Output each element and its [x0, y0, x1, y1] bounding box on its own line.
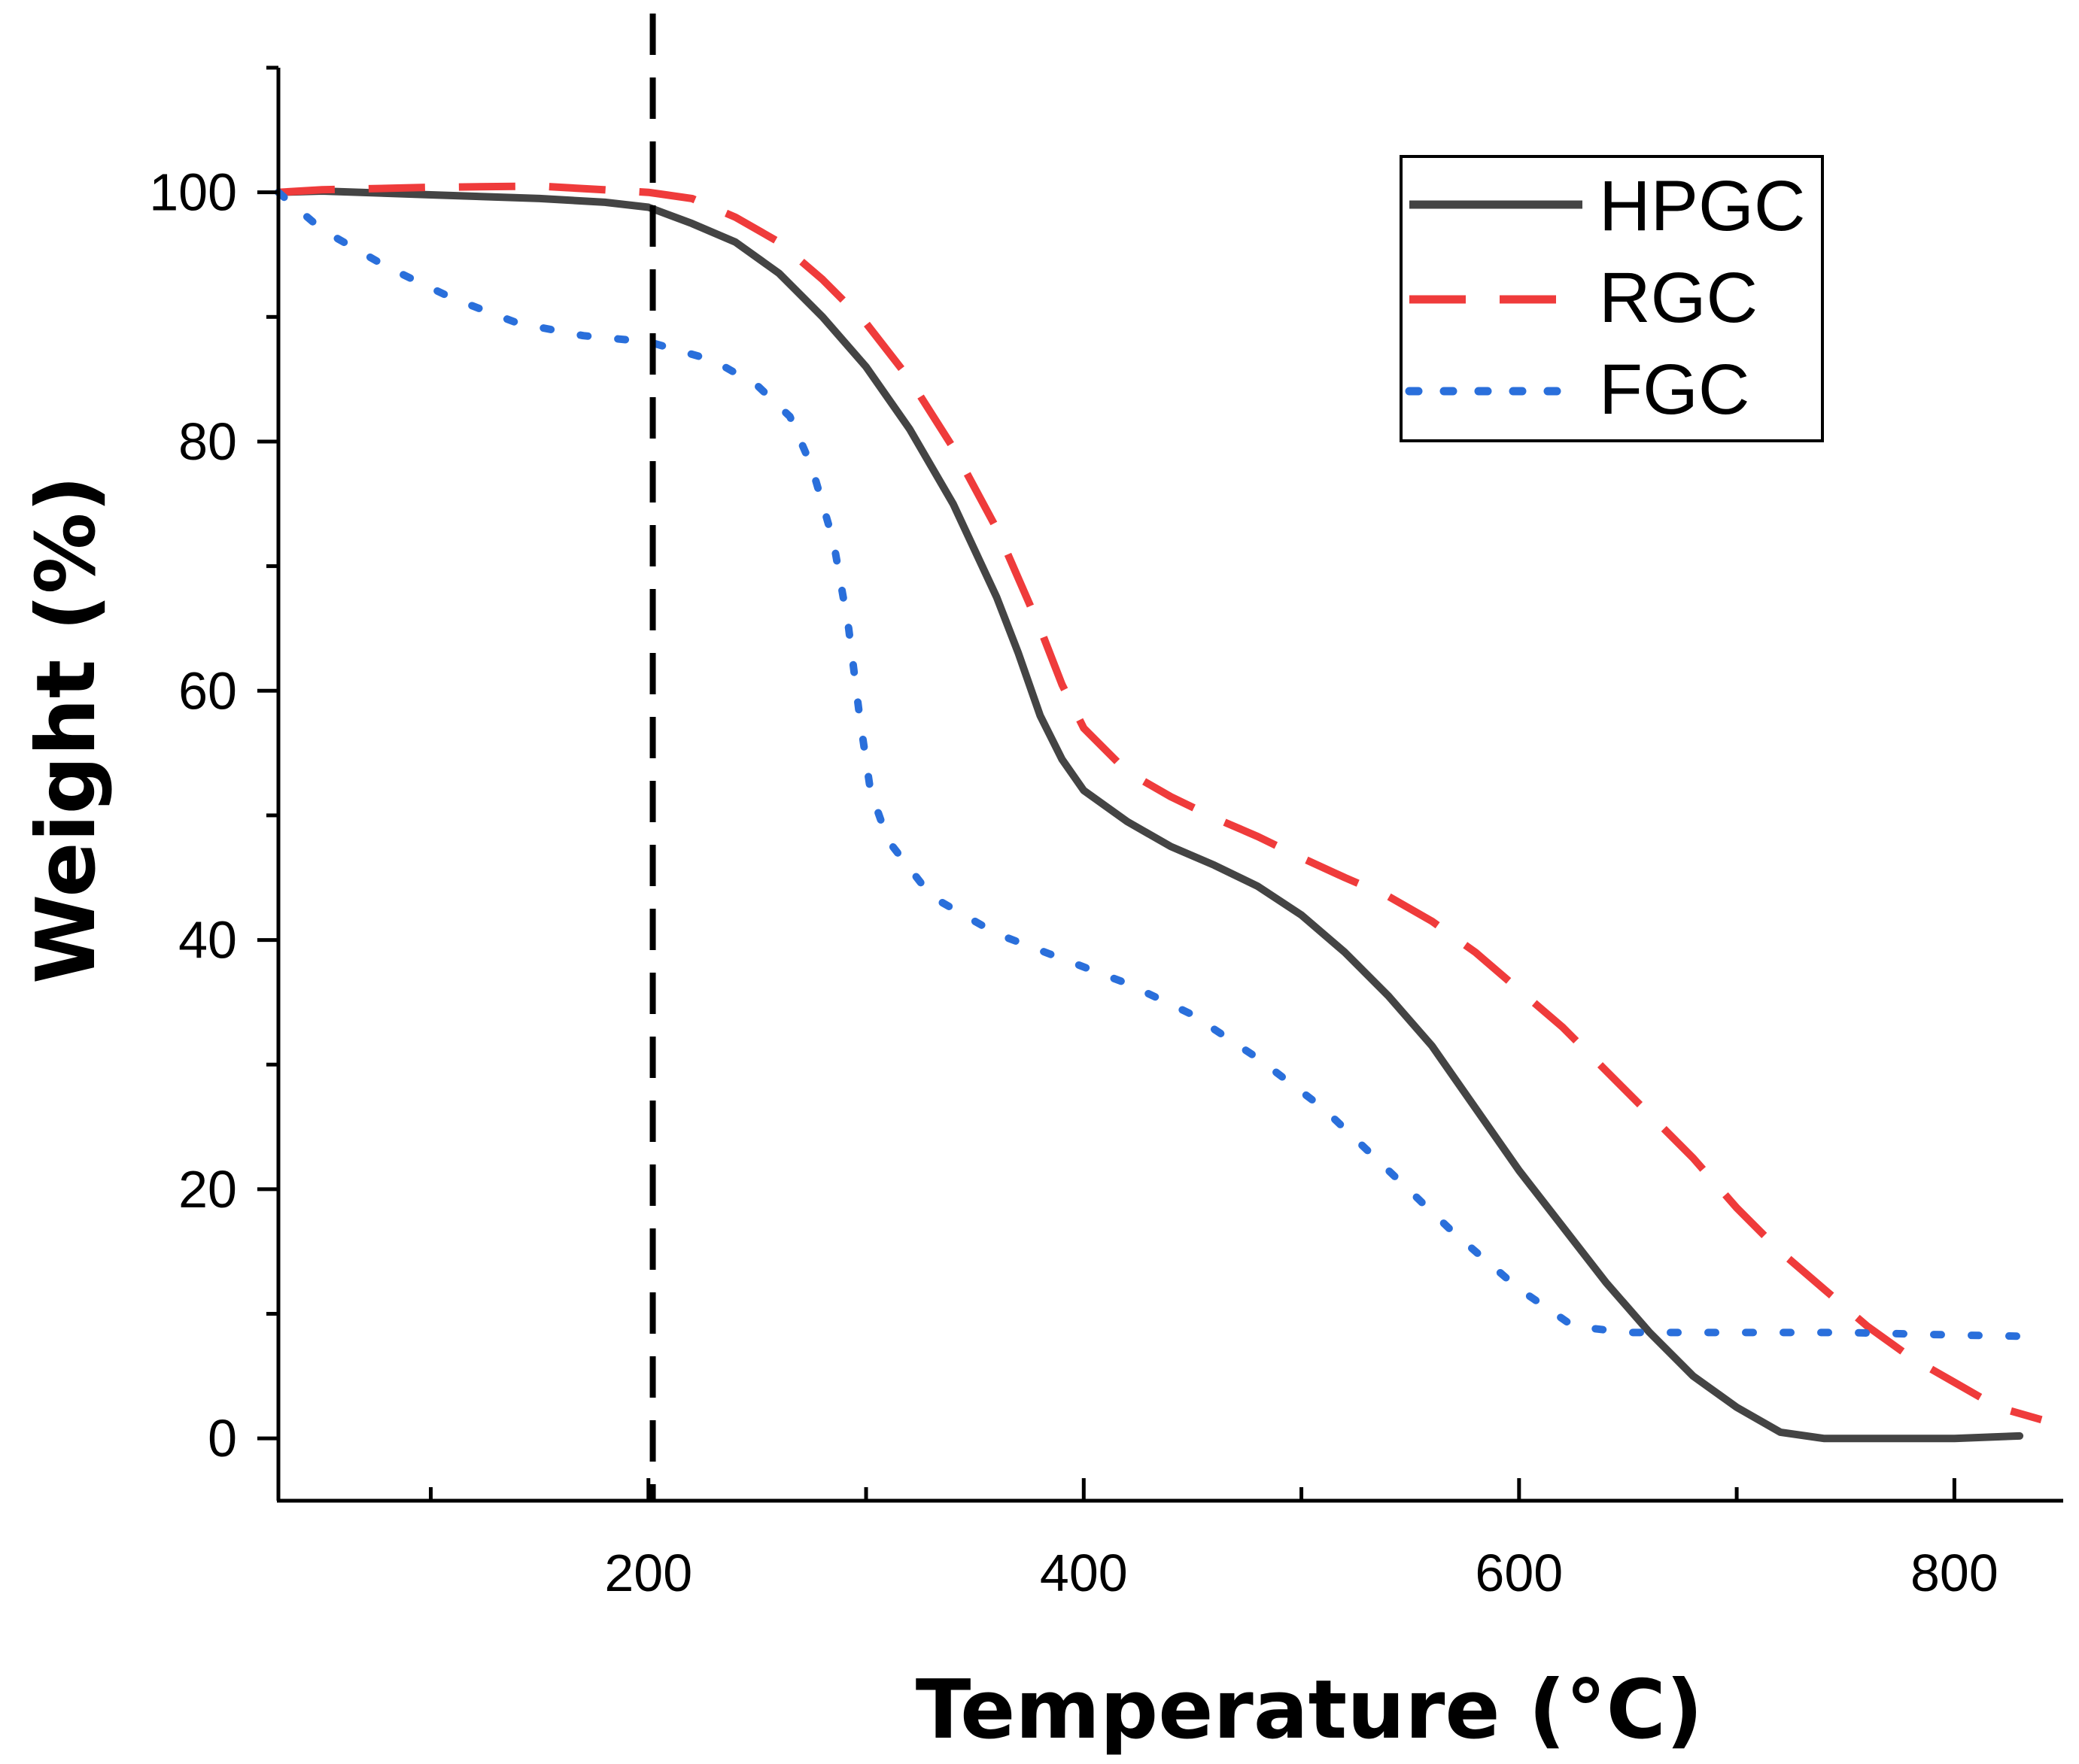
- y-tick-label: 80: [178, 412, 237, 471]
- legend-label-hpgc: HPGC: [1599, 166, 1805, 246]
- axes-layer: [276, 68, 2063, 1503]
- x-axis-title: Temperature (°C): [916, 1663, 1703, 1757]
- y-tick-label: 20: [178, 1160, 237, 1219]
- legend-label-rgc: RGC: [1599, 258, 1758, 338]
- x-tick-label: 400: [1040, 1544, 1128, 1602]
- ticks-layer: 200 400 600 800 0 20 40 60 80 100: [149, 65, 1998, 1602]
- y-axis-title: Weight (%): [20, 475, 114, 984]
- y-tick-label: 60: [178, 661, 237, 720]
- x-tick-label: 200: [604, 1544, 692, 1602]
- series-fgc-line: [275, 188, 2024, 1340]
- series-layer: [275, 14, 2043, 1501]
- y-tick-label: 0: [208, 1409, 237, 1468]
- series-rgc-line: [278, 182, 2043, 1424]
- legend: HPGC RGC FGC: [1400, 155, 1824, 442]
- y-tick-label: 100: [149, 163, 237, 222]
- y-tick-label: 40: [178, 911, 237, 970]
- x-tick-label: 800: [1910, 1544, 1998, 1602]
- x-tick-label: 600: [1475, 1544, 1563, 1602]
- series-hpgc-line: [275, 187, 2024, 1443]
- legend-label-fgc: FGC: [1599, 350, 1750, 430]
